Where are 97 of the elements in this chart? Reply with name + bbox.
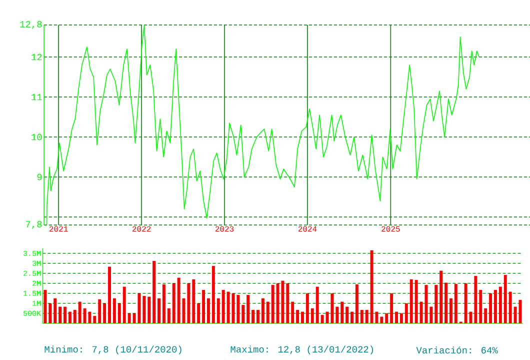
bar [410, 279, 413, 324]
bar [142, 296, 146, 324]
bar [128, 313, 131, 324]
bar [296, 310, 300, 324]
bar [73, 310, 76, 324]
bar [122, 286, 126, 324]
y-tick-label: 10 [32, 134, 42, 140]
text: Maximo: 12,8 (13/01/2022) [230, 346, 374, 354]
bar [464, 283, 468, 324]
bar [385, 313, 388, 324]
bar [301, 312, 304, 324]
bar [222, 290, 225, 324]
bar [444, 282, 448, 324]
bar [316, 286, 319, 324]
bar [98, 299, 102, 324]
bar [489, 293, 492, 324]
bar [430, 306, 433, 324]
text: Variación: 64% [416, 346, 498, 354]
bar [320, 314, 324, 324]
bar [474, 276, 478, 324]
bar [103, 303, 106, 324]
bar [498, 286, 502, 324]
bar [118, 303, 121, 324]
bar [484, 308, 488, 324]
line-series [46, 24, 480, 226]
x-tick-label: 2023 [215, 226, 234, 232]
bar [454, 284, 458, 324]
bar [434, 284, 438, 324]
bar [336, 306, 339, 324]
bar [246, 294, 250, 324]
bar [112, 298, 116, 324]
bar [395, 312, 398, 324]
bar [330, 293, 334, 324]
bar [63, 306, 66, 324]
bar [400, 313, 403, 324]
bar [68, 312, 72, 324]
x-tick-label: 2024 [298, 226, 317, 232]
text: Minimo: 7,8 (10/11/2020) [44, 346, 182, 354]
bar [172, 283, 176, 324]
bar [256, 310, 260, 324]
x-tick-label: 2025 [382, 226, 400, 232]
bar [202, 290, 206, 324]
bar [350, 312, 354, 324]
bar [494, 290, 497, 324]
bar [306, 293, 309, 324]
bar [508, 292, 512, 324]
bar [148, 296, 151, 324]
bar [504, 274, 507, 324]
bar [78, 302, 82, 324]
bar [340, 302, 344, 324]
bar [404, 303, 408, 324]
bar [271, 284, 274, 324]
bar [138, 293, 141, 324]
bar [54, 298, 57, 324]
bar [216, 298, 220, 324]
bar [242, 304, 245, 324]
x-tick-label: 2021 [50, 226, 68, 232]
bar [167, 308, 170, 324]
bar [380, 316, 384, 324]
bar [355, 284, 358, 324]
bar [286, 283, 290, 324]
y-tick-label: 7,8 [26, 220, 42, 230]
bar [440, 270, 443, 324]
bar [236, 294, 240, 324]
bar [281, 280, 284, 324]
bar [291, 302, 294, 324]
bar [390, 293, 394, 324]
y-tick-label: 12,8 [20, 20, 42, 30]
bar [44, 290, 47, 324]
bar [449, 298, 452, 324]
bar [58, 306, 62, 324]
bar [252, 310, 254, 324]
bar [206, 298, 210, 324]
x-tick-label: 2022 [132, 226, 151, 232]
bar [162, 284, 166, 324]
bar [266, 302, 270, 324]
bar [152, 260, 156, 324]
bar [48, 303, 52, 324]
bar [414, 280, 418, 324]
bar [197, 303, 200, 324]
bar [108, 266, 111, 324]
bar [346, 306, 349, 324]
bar [93, 316, 96, 324]
bar [187, 283, 190, 324]
bar [424, 284, 428, 324]
bar [88, 312, 92, 324]
bar [158, 298, 160, 324]
bar [310, 308, 314, 324]
y-tick-label: 9 [37, 174, 42, 180]
bar [365, 310, 368, 324]
bar [479, 290, 482, 324]
bar [212, 266, 215, 324]
y-tick-label: 12 [32, 54, 42, 60]
bar [261, 298, 264, 324]
bar [360, 310, 364, 324]
y-tick-label: 11 [32, 94, 42, 100]
bar [192, 279, 196, 324]
